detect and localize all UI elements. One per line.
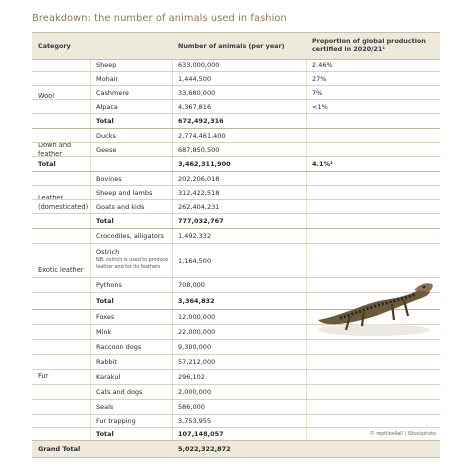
column-divider [90, 58, 91, 440]
header-number: Number of animals (per year) [178, 42, 285, 50]
table-row: Cats and dogs 2,000,000 [32, 385, 440, 400]
table-row: Goats and kids 262,404,231 [32, 200, 440, 214]
croc-scales [339, 292, 417, 320]
header-category: Category [38, 42, 71, 50]
crocodile-photo [318, 283, 433, 336]
table-row: Cashmere 33,680,000 7% [32, 86, 440, 100]
total-row: Total 3,462,311,900 4.1%² [32, 157, 440, 172]
croc-legs [344, 299, 410, 331]
table-row: Crocodiles, alligators 1,492,332 [32, 229, 440, 244]
table-row: Fur trapping 3,753,955 [32, 415, 440, 428]
column-divider [306, 58, 307, 440]
table-row: Seals 586,000 [32, 400, 440, 415]
total-row: Total 672,492,316 [32, 114, 440, 129]
table-row: Pythons 708,000 [32, 278, 440, 293]
table-header: Category Number of animals (per year) Pr… [32, 32, 440, 60]
header-proportion-line2: certified in 2020/21¹ [312, 45, 386, 53]
table-row: Geese 687,850,500 [32, 143, 440, 157]
header-proportion-line1: Proportion of global production [312, 37, 426, 45]
category-fur: Fur [38, 372, 49, 380]
table-row: Karakul 296,102 [32, 370, 440, 385]
table-row: Alpaca 4,367,816 <1% [32, 100, 440, 114]
croc-shadow [318, 324, 430, 336]
grand-total-value: 5,022,322,872 [178, 445, 231, 453]
category-exotic: Exotic leather [38, 266, 84, 274]
table-row: Mink 22,000,000 [32, 325, 440, 340]
table-row: Mohair 1,444,500 27% [32, 72, 440, 86]
table-row: Foxes 12,000,000 [32, 310, 440, 325]
croc-eye [422, 285, 426, 289]
category-down: Down and feather [38, 141, 72, 158]
total-row: Total 3,364,832 [32, 293, 440, 310]
column-divider [172, 58, 173, 440]
category-wool: Wool [38, 92, 55, 100]
grand-total-row: Grand Total 5,022,322,872 [32, 440, 440, 458]
table-row: Sheep and lambs 312,422,518 [32, 186, 440, 200]
table-row: Bovines 202,206,018 [32, 172, 440, 186]
total-row: Total 777,032,767 [32, 214, 440, 229]
table-row: Ostrich NB: ostrich is used to produce l… [32, 244, 440, 278]
table-row: Rabbit 57,212,000 [32, 355, 440, 370]
photo-credit: © reptiles4all | iStockphoto [370, 432, 436, 437]
grand-total-label: Grand Total [38, 445, 81, 453]
croc-body [318, 287, 430, 325]
animals-table: Category Number of animals (per year) Pr… [32, 32, 440, 458]
table-row: Raccoon dogs 9,300,000 [32, 340, 440, 355]
total-row: Total 107,148,057 [96, 430, 224, 438]
category-leather: Leather (domesticated) [38, 194, 89, 211]
table-row: Sheep 633,000,000 2.46% [32, 58, 440, 72]
table-row: Ducks 2,774,461,400 [32, 129, 440, 143]
page-title: Breakdown: the number of animals used in… [32, 13, 287, 24]
